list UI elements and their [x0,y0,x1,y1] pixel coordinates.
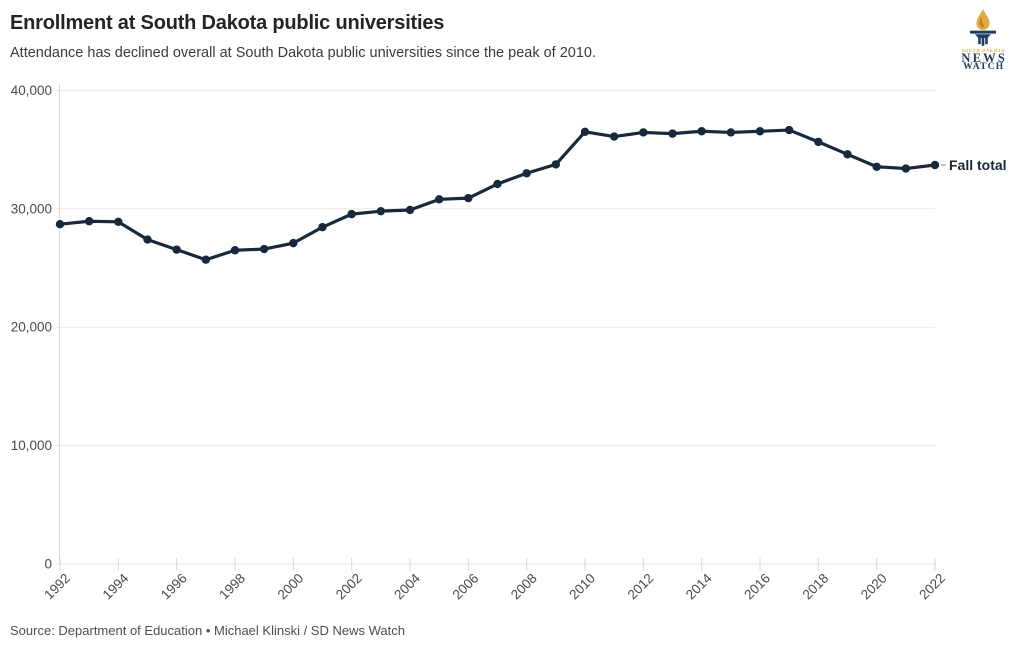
data-point [668,129,677,138]
data-point [201,255,211,264]
data-point [464,193,473,203]
data-point [114,217,123,227]
data-point [172,245,181,254]
data-point [230,246,240,255]
x-tick-label: 2012 [625,571,657,603]
data-point [697,127,706,136]
x-tick-label: 2002 [333,571,365,603]
x-tick-label: 2020 [858,571,890,603]
y-tick-label: 10,000 [11,438,52,453]
series-end-label: Fall total [949,157,1007,173]
data-point [522,169,531,178]
data-point [755,127,765,136]
logo-name-news: NEWS [961,51,1007,65]
logo-tagline: SOUTH DAKOTA [962,48,1005,53]
x-tick-label: 2022 [916,571,948,603]
data-point [347,209,356,219]
data-point [609,132,619,141]
data-point [143,235,152,244]
y-tick-label: 0 [44,557,52,572]
x-tick-label: 2018 [800,571,832,603]
x-tick-label: 2000 [275,571,307,603]
data-point [55,219,65,229]
torch-body [970,30,996,46]
data-point [259,244,269,254]
x-axis-labels: 1992 1994 1996 1998 2000 2002 2004 2006 2008 2010… [41,558,948,602]
gridlines [55,89,935,565]
data-point [405,205,415,215]
data-point [843,150,852,159]
y-tick-label: 20,000 [11,320,52,335]
data-point [551,160,561,169]
y-axis-labels: 0 10,000 20,000 30,000 40,000 [11,83,52,572]
data-point [84,217,94,226]
chart: 0 10,000 20,000 30,000 40,000 1992 1994 1996 199… [0,78,1020,612]
x-tick-label: 1994 [100,570,132,602]
x-tick-label: 1996 [158,571,190,603]
torch-icon [970,9,996,46]
data-point [639,128,648,137]
logo-name-watch: WATCH [963,62,1004,70]
y-tick-label: 40,000 [11,83,52,98]
x-tick-label: 2014 [683,570,715,602]
data-point [930,160,940,170]
data-point [726,128,736,137]
torch-flame-inner [979,16,985,27]
data-point [901,164,911,173]
data-point [784,125,794,135]
torch-flame-outer [976,9,990,30]
logo-svg: SOUTH DAKOTA NEWS WATCH [961,9,1007,70]
data-points [55,125,940,264]
x-tick-label: 1998 [216,571,248,603]
series-line [58,128,937,262]
data-point [493,179,502,189]
x-tick-label: 2006 [450,571,482,603]
x-tick-label: 2008 [508,571,540,603]
data-point [580,127,590,137]
data-point [289,238,298,248]
data-point [814,137,823,147]
x-tick-label: 2010 [566,571,598,603]
sd-news-watch-logo: SOUTH DAKOTA NEWS WATCH [956,8,1010,70]
chart-title: Enrollment at South Dakota public univer… [10,12,445,34]
y-tick-label: 30,000 [11,201,52,216]
x-tick-label: 2004 [391,570,423,602]
data-point [376,206,386,216]
source-note: Source: Department of Education • Michae… [10,623,405,638]
data-point [434,195,444,204]
data-point [872,162,881,171]
data-point [318,222,327,232]
x-tick-label: 1992 [41,571,73,603]
chart-subtitle: Attendance has declined overall at South… [10,45,597,61]
x-tick-label: 2016 [741,571,773,603]
